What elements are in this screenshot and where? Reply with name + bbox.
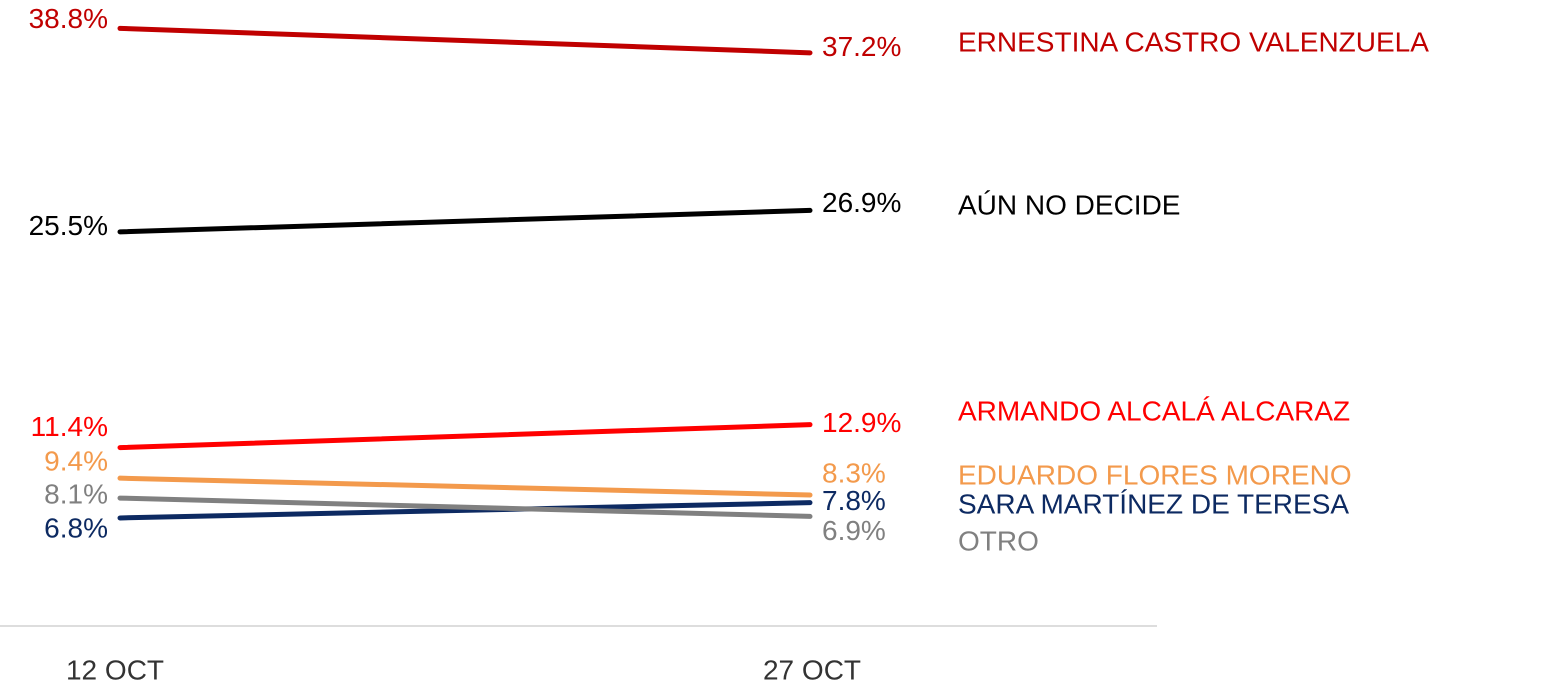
legend-label: EDUARDO FLORES MORENO bbox=[958, 459, 1352, 490]
data-label: 25.5% bbox=[29, 210, 108, 241]
x-tick-label: 27 OCT bbox=[763, 654, 861, 685]
series-line bbox=[117, 25, 813, 56]
series-line bbox=[117, 207, 813, 235]
data-label: 38.8% bbox=[29, 3, 108, 34]
data-label: 8.3% bbox=[822, 457, 886, 488]
series-line bbox=[117, 500, 813, 521]
data-label: 8.1% bbox=[44, 478, 108, 509]
data-label: 7.8% bbox=[822, 485, 886, 516]
data-label: 12.9% bbox=[822, 407, 901, 438]
data-label: 6.9% bbox=[822, 515, 886, 546]
x-tick-label: 12 OCT bbox=[66, 654, 164, 685]
legend-label: ERNESTINA CASTRO VALENZUELA bbox=[958, 26, 1429, 57]
data-label: 9.4% bbox=[44, 446, 108, 477]
series-line bbox=[117, 422, 813, 451]
data-label: 26.9% bbox=[822, 187, 901, 218]
legend-label: OTRO bbox=[958, 525, 1039, 556]
data-label: 6.8% bbox=[44, 512, 108, 543]
data-label: 11.4% bbox=[31, 411, 108, 442]
data-label: 37.2% bbox=[822, 31, 901, 62]
legend-label: ARMANDO ALCALÁ ALCARAZ bbox=[958, 395, 1350, 426]
legend-label: AÚN NO DECIDE bbox=[958, 189, 1180, 220]
legend-label: SARA MARTÍNEZ DE TERESA bbox=[958, 488, 1349, 519]
series-line bbox=[117, 495, 813, 519]
series-line bbox=[117, 475, 813, 498]
